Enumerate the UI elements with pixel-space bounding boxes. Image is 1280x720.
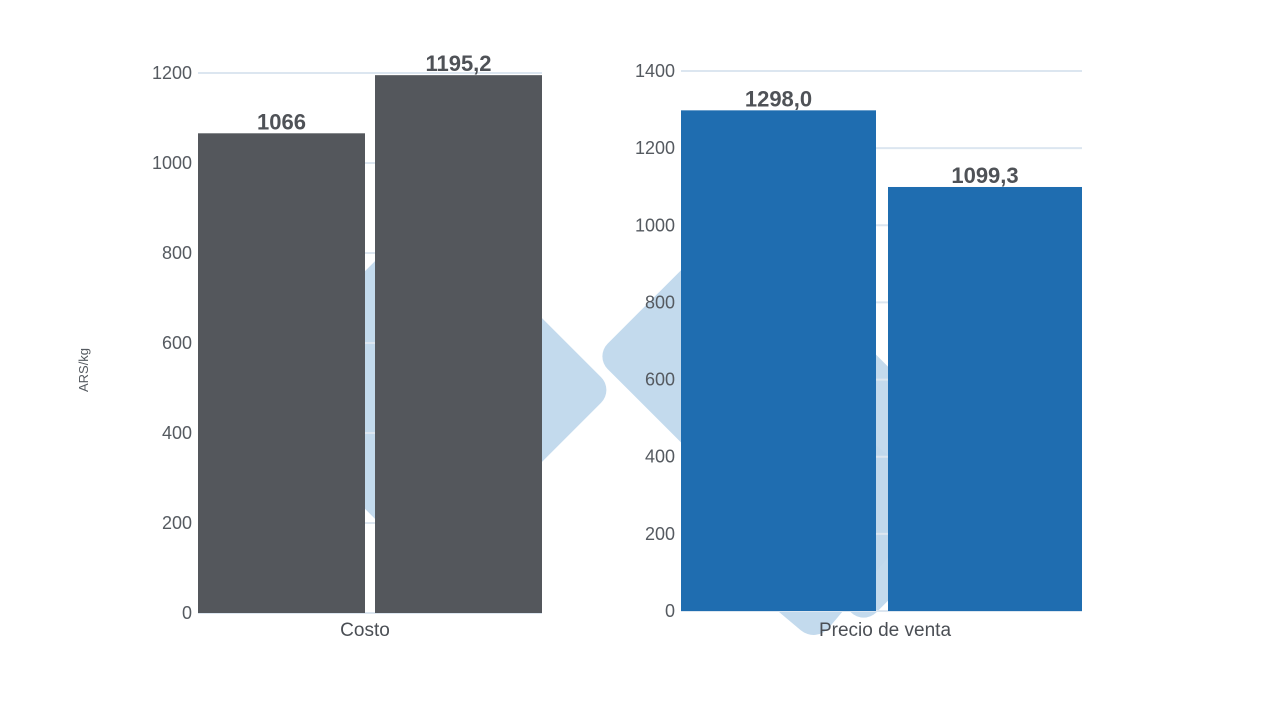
y-tick-label: 800 [162,243,192,263]
y-tick-label: 200 [162,513,192,533]
y-axis-label: ARS/kg [76,348,91,392]
y-tick-label: 1400 [635,61,675,81]
data-label: 1066 [257,109,306,134]
y-tick-label: 1200 [635,138,675,158]
y-tick-label: 1000 [635,215,675,235]
y-tick-label: 0 [665,601,675,621]
y-tick-label: 400 [162,423,192,443]
data-label: 1195,2 [425,51,491,76]
y-tick-label: 400 [645,447,675,467]
bar [198,133,365,614]
x-category-label: Costo [340,620,390,641]
y-tick-label: 1000 [152,153,192,173]
y-tick-label: 1200 [152,63,192,83]
data-label: 1099,3 [951,163,1018,188]
bar [681,110,876,611]
y-tick-label: 600 [645,370,675,390]
y-tick-label: 200 [645,524,675,544]
x-category-label: Precio de venta [819,620,951,641]
y-tick-label: 600 [162,333,192,353]
labels: 0 200 400 600 800 1000 1200 1066 1195,2 Costo 0 200… [152,51,1019,641]
bar [888,186,1082,611]
y-tick-label: 0 [182,603,192,623]
data-label: 1298,0 [745,86,812,111]
bars [198,75,1082,614]
y-tick-label: 800 [645,292,675,312]
bar [375,75,542,613]
